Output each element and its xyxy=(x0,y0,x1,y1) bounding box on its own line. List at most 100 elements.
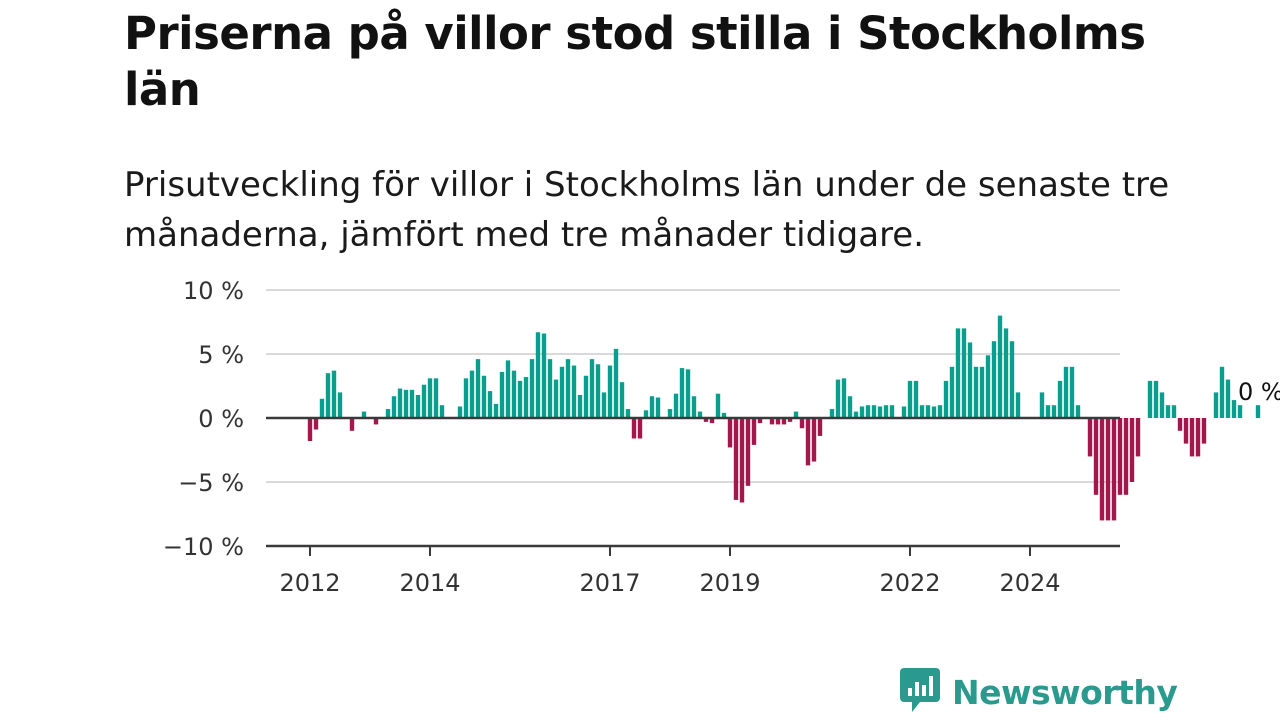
bar xyxy=(1117,418,1123,495)
bar xyxy=(679,368,685,418)
bar xyxy=(523,377,529,418)
bar xyxy=(973,366,979,418)
bar xyxy=(457,406,463,418)
bar xyxy=(481,375,487,418)
bar xyxy=(433,378,439,418)
bar xyxy=(883,405,889,418)
bar xyxy=(589,359,595,418)
bar xyxy=(331,370,337,418)
bar xyxy=(655,397,661,418)
bar xyxy=(583,375,589,418)
bar xyxy=(1201,418,1207,444)
bar xyxy=(685,369,691,418)
bar xyxy=(697,411,703,418)
bar xyxy=(649,396,655,418)
last-value-label: 0 % xyxy=(1238,378,1280,406)
bar xyxy=(1111,418,1117,521)
bar xyxy=(715,393,721,418)
bar xyxy=(529,359,535,418)
bar xyxy=(787,418,793,422)
bar xyxy=(595,364,601,418)
bar xyxy=(1075,405,1081,418)
bar xyxy=(811,418,817,462)
bars xyxy=(307,315,1261,521)
bar xyxy=(571,365,577,418)
bar xyxy=(769,418,775,425)
bar xyxy=(1213,392,1219,418)
bar xyxy=(1171,405,1177,418)
bar xyxy=(421,384,427,418)
bar xyxy=(427,378,433,418)
bar xyxy=(1135,418,1141,457)
x-tick-label: 2019 xyxy=(699,569,760,597)
bar xyxy=(1069,366,1075,418)
bar xyxy=(1147,380,1153,418)
bar xyxy=(1087,418,1093,457)
bar xyxy=(799,418,805,429)
bar xyxy=(565,359,571,418)
x-tick-label: 2012 xyxy=(279,569,340,597)
bar xyxy=(631,418,637,439)
bar xyxy=(535,332,541,418)
bar xyxy=(541,333,547,418)
bar xyxy=(835,379,841,418)
bar xyxy=(1063,366,1069,418)
y-tick-label: −5 % xyxy=(178,469,244,497)
bar xyxy=(469,370,475,418)
bar xyxy=(913,380,919,418)
chart-title: Priserna på villor stod stilla i Stockho… xyxy=(124,7,1146,116)
x-tick-label: 2014 xyxy=(399,569,460,597)
x-tick-label: 2024 xyxy=(999,569,1060,597)
bar xyxy=(709,418,715,424)
y-tick-label: 10 % xyxy=(183,277,244,305)
bar xyxy=(919,405,925,418)
bar xyxy=(907,380,913,418)
x-tick-label: 2017 xyxy=(579,569,640,597)
bar xyxy=(901,406,907,418)
bar xyxy=(997,315,1003,418)
bar xyxy=(1189,418,1195,457)
bar xyxy=(511,370,517,418)
bar xyxy=(979,366,985,418)
gridlines xyxy=(266,289,1120,483)
bar xyxy=(577,394,583,418)
bar xyxy=(673,393,679,418)
bar xyxy=(487,391,493,418)
x-tick-label: 2022 xyxy=(879,569,940,597)
y-axis-labels: 10 % 5 % 0 % −5 % −10 % xyxy=(163,277,244,561)
y-tick-label: 5 % xyxy=(198,341,244,369)
chart-subtitle: Prisutveckling för villor i Stockholms l… xyxy=(124,165,1170,255)
bar xyxy=(1003,328,1009,418)
bar xyxy=(829,409,835,418)
bar xyxy=(961,328,967,418)
bar xyxy=(1045,405,1051,418)
bar xyxy=(1231,400,1237,418)
bar xyxy=(967,342,973,418)
bar xyxy=(439,405,445,418)
bar xyxy=(1129,418,1135,482)
bar xyxy=(1123,418,1129,495)
bar xyxy=(955,328,961,418)
bar xyxy=(403,389,409,418)
bar xyxy=(337,392,343,418)
bar xyxy=(1099,418,1105,521)
bar xyxy=(1219,366,1225,418)
bar xyxy=(727,418,733,448)
bar xyxy=(1153,380,1159,418)
bar xyxy=(1255,405,1261,418)
bar xyxy=(943,380,949,418)
newsworthy-logo-icon xyxy=(900,666,940,718)
bar xyxy=(319,398,325,418)
bar xyxy=(325,373,331,418)
bar xyxy=(931,406,937,418)
bar xyxy=(1057,380,1063,418)
bar xyxy=(985,355,991,418)
bar xyxy=(925,405,931,418)
bar xyxy=(853,411,859,418)
bar xyxy=(949,366,955,418)
bar xyxy=(757,418,763,424)
bar xyxy=(865,405,871,418)
bar xyxy=(847,396,853,418)
bar xyxy=(625,409,631,418)
bar xyxy=(751,418,757,445)
